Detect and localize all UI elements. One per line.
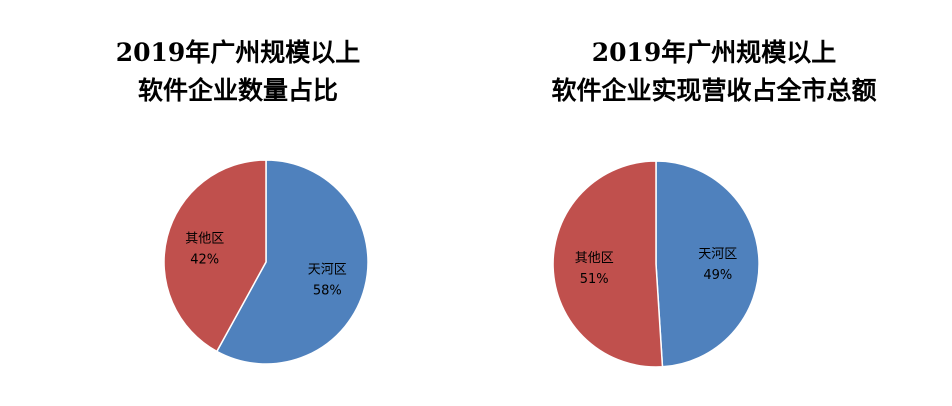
pie-slice-tianhe [655, 160, 760, 368]
slice-category-label: 其他区 [575, 251, 614, 266]
chart-title-line-1: 2019年广州规模以上 [591, 38, 837, 67]
pie-slice-other [163, 159, 267, 353]
chart-title-line-2: 软件企业数量占比 [137, 76, 338, 105]
chart-title: 2019年广州规模以上 软件企业实现营收占全市总额 [476, 34, 952, 110]
pie-chart-count-share: 2019年广州规模以上 软件企业数量占比 天河区 58% 其他区 42% [0, 34, 476, 365]
pie-plot: 天河区 58% 其他区 42% [163, 159, 369, 365]
pie-slice-tianhe [215, 159, 369, 365]
chart-title: 2019年广州规模以上 软件企业数量占比 [0, 34, 476, 110]
slice-category-label: 天河区 [698, 247, 737, 262]
pie-plot: 天河区 49% 其他区 51% [552, 160, 760, 368]
slice-value-label: 42% [190, 252, 219, 267]
pie-slice-other [552, 160, 664, 368]
slice-category-label: 其他区 [185, 231, 224, 246]
chart-title-line-1: 2019年广州规模以上 [115, 38, 361, 67]
chart-title-line-2: 软件企业实现营收占全市总额 [551, 76, 877, 105]
slice-category-label: 天河区 [308, 263, 347, 278]
slice-value-label: 51% [580, 272, 609, 287]
pie-chart-revenue-share: 2019年广州规模以上 软件企业实现营收占全市总额 天河区 49% 其他区 51% [476, 0, 952, 406]
slice-value-label: 49% [703, 268, 732, 283]
slice-value-label: 58% [313, 284, 342, 299]
